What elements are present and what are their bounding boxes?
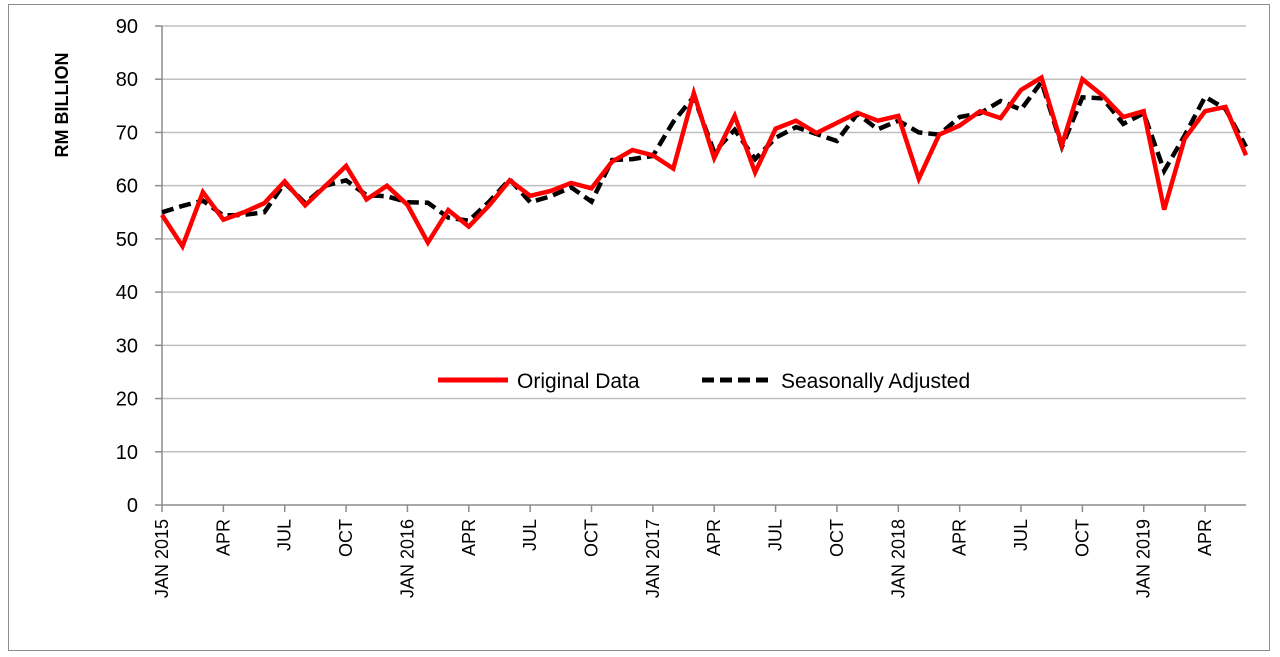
x-tick-label: JAN 2016 — [397, 519, 417, 598]
series-line-original-data — [160, 74, 1249, 252]
x-tick-label: JUL — [275, 519, 295, 551]
x-tick-label: OCT — [1072, 519, 1092, 557]
x-tick-label: JAN 2018 — [888, 519, 908, 598]
x-tick-label: OCT — [336, 519, 356, 557]
x-tick-label: APR — [459, 519, 479, 556]
y-tick-label: 0 — [127, 495, 138, 517]
y-tick-label: 30 — [116, 335, 138, 357]
y-tick-label: 60 — [116, 176, 138, 198]
y-tick-label: 40 — [116, 282, 138, 304]
series-lines — [160, 74, 1249, 252]
x-tick-label: APR — [1195, 519, 1215, 556]
x-tick-label: JAN 2015 — [152, 519, 172, 598]
grid-lines — [162, 25, 1246, 453]
y-tick-label: 90 — [116, 16, 138, 38]
x-tick-label: JUL — [1011, 519, 1031, 551]
x-tick-label: APR — [950, 519, 970, 556]
y-tick-label: 80 — [116, 69, 138, 91]
axes — [155, 25, 1246, 512]
y-tick-label: 20 — [116, 389, 138, 411]
y-tick-label: 10 — [116, 442, 138, 464]
x-tick-label: OCT — [582, 519, 602, 557]
y-tick-labels: 0 10 20 30 40 50 60 70 80 90 — [116, 16, 138, 517]
y-tick-label: 70 — [116, 122, 138, 144]
x-tick-label: JAN 2019 — [1134, 519, 1154, 598]
x-tick-label: OCT — [827, 519, 847, 557]
series-line-seasonally-adjusted — [161, 77, 1248, 224]
x-tick-labels: JAN 2015 APR JUL OCT JAN 2016 APR JUL OCT JAN 20… — [152, 519, 1215, 598]
x-tick-label: APR — [213, 519, 233, 556]
legend: Original Data Seasonally Adjusted — [438, 370, 970, 393]
y-axis-label: RM BILLION — [52, 53, 72, 158]
x-tick-label: JUL — [520, 519, 540, 551]
legend-label-seasonal: Seasonally Adjusted — [781, 370, 970, 393]
x-tick-label: APR — [704, 519, 724, 556]
x-tick-label: JAN 2017 — [643, 519, 663, 598]
y-tick-label: 50 — [116, 229, 138, 251]
legend-label-original: Original Data — [517, 370, 640, 393]
x-tick-label: JUL — [766, 519, 786, 551]
chart-frame — [8, 4, 1270, 651]
